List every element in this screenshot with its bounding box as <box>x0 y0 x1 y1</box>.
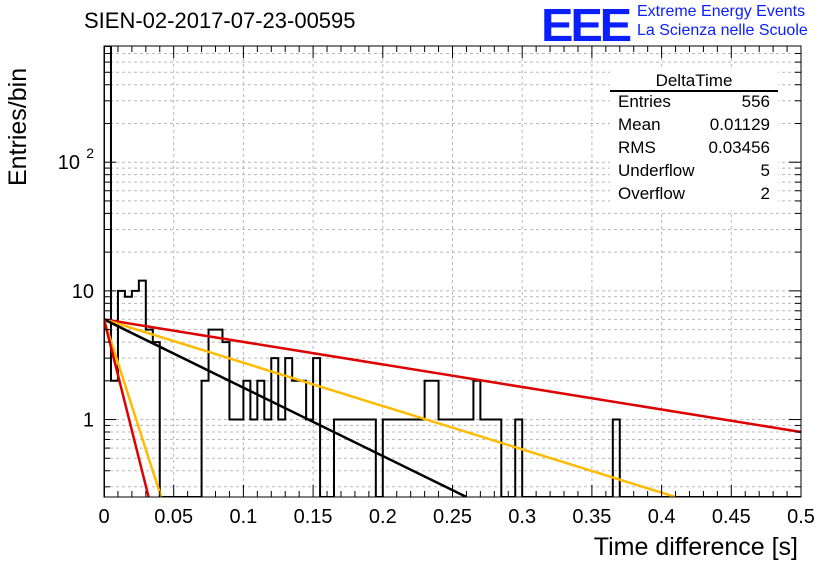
stat-value: 2 <box>760 184 770 203</box>
stat-value: 0.03456 <box>708 138 770 157</box>
histogram-outline <box>104 46 801 497</box>
fit-line-2 <box>104 318 676 497</box>
stat-value: 0.01129 <box>709 115 770 134</box>
x-tick-label: 0.35 <box>572 506 611 528</box>
x-tick-label: 0.2 <box>369 506 397 528</box>
x-tick-label: 0.05 <box>154 506 193 528</box>
fit-line-3 <box>104 318 467 497</box>
x-tick-label: 0.15 <box>294 506 333 528</box>
x-tick-label: 0.45 <box>712 506 751 528</box>
x-tick-label: 0.4 <box>648 506 676 528</box>
stats-divider <box>610 90 778 92</box>
y-tick-label-exponent: 2 <box>86 145 94 161</box>
x-tick-label: 0.5 <box>787 506 815 528</box>
stat-label: RMS <box>618 138 656 157</box>
stat-value: 5 <box>760 161 770 180</box>
logo-caption-line1: Extreme Energy Events <box>637 3 806 20</box>
run-title: SIEN-02-2017-07-23-00595 <box>84 8 356 33</box>
x-tick-label: 0.1 <box>229 506 257 528</box>
stat-value: 556 <box>741 92 770 111</box>
logo-caption-line2: La Scienza nelle Scuole <box>637 22 808 39</box>
stats-title: DeltaTime <box>655 71 733 90</box>
y-tick-label: 10 <box>72 281 94 303</box>
stat-row-entries: Entries 556 <box>618 92 770 114</box>
stat-row-rms: RMS 0.03456 <box>618 138 770 160</box>
y-tick-label: 10 <box>58 152 80 174</box>
y-tick-label: 1 <box>83 410 94 432</box>
stats-box: DeltaTime Entries 556 Mean 0.01129 RMS 0… <box>610 70 778 210</box>
stat-label: Overflow <box>618 184 686 203</box>
x-tick-label: 0.25 <box>433 506 472 528</box>
fit-line-4 <box>104 319 163 497</box>
y-axis-label: Entries/bin <box>4 67 32 186</box>
eee-logo: EEE <box>541 0 632 51</box>
stat-label: Mean <box>618 115 661 134</box>
fit-line-5 <box>104 319 150 497</box>
x-tick-label: 0.3 <box>508 506 536 528</box>
stat-label: Entries <box>618 92 671 111</box>
fit-line-1 <box>104 318 801 434</box>
x-axis-label: Time difference [s] <box>593 533 798 561</box>
stat-row-overflow: Overflow 2 <box>618 184 770 206</box>
stat-row-mean: Mean 0.01129 <box>618 115 770 137</box>
stat-label: Underflow <box>618 161 695 180</box>
x-tick-label: 0 <box>98 506 109 528</box>
stat-row-underflow: Underflow 5 <box>618 161 770 183</box>
